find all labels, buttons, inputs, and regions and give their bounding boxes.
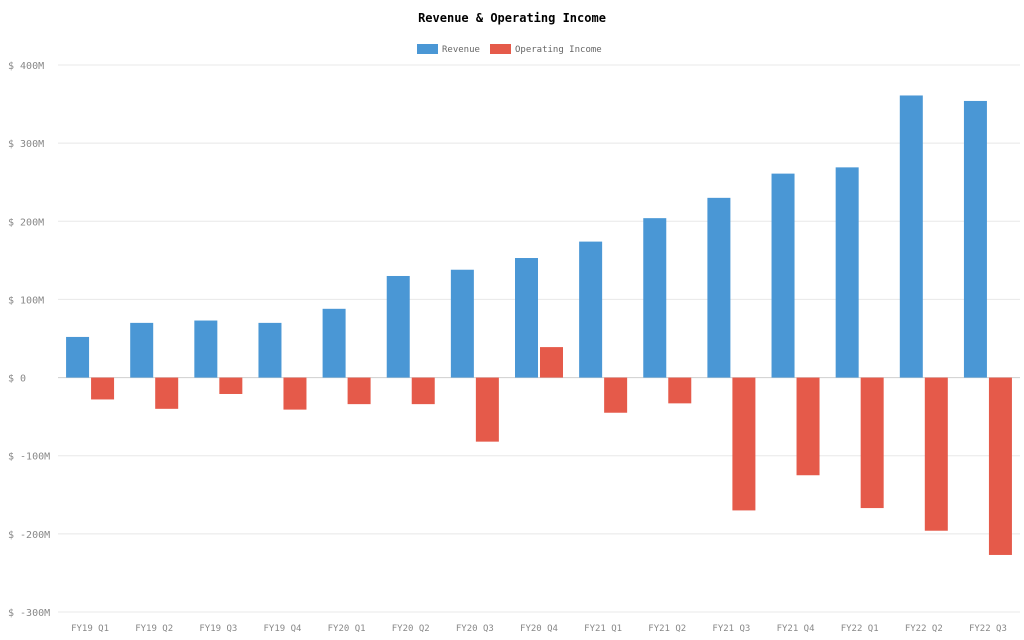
bar-revenue-fy22-q3 [963,100,987,378]
bar-revenue-fy19-q3 [194,320,218,378]
x-tick-label: FY19 Q2 [135,624,173,634]
legend-swatch-operating-income [490,44,511,54]
y-tick-label: $ -300M [8,608,50,619]
x-tick-label: FY21 Q1 [584,624,622,634]
y-tick-label: $ 400M [8,61,44,72]
y-tick-label: $ 0 [8,374,26,385]
bar-operating-income-fy22-q1 [860,377,884,509]
x-tick-label: FY22 Q1 [841,624,879,634]
bar-revenue-fy20-q3 [450,269,474,378]
bar-revenue-fy21-q4 [771,173,795,378]
x-tick-label: FY19 Q3 [199,624,237,634]
x-tick-label: FY21 Q4 [777,624,815,634]
chart-legend: Revenue Operating Income [417,44,602,55]
y-tick-label: $ 200M [8,217,44,228]
bar-revenue-fy19-q2 [130,322,154,378]
x-tick-label: FY19 Q4 [263,624,301,634]
bar-operating-income-fy22-q3 [988,377,1012,555]
x-tick-label: FY22 Q2 [905,624,943,634]
legend-label-revenue: Revenue [442,45,480,55]
x-tick-label: FY20 Q4 [520,624,558,634]
bar-operating-income-fy20-q4 [540,347,563,378]
bar-operating-income-fy21-q1 [604,377,628,413]
bar-operating-income-fy20-q3 [475,377,499,442]
x-tick-label: FY20 Q1 [328,624,366,634]
x-axis: FY19 Q1 FY19 Q2 FY19 Q3 FY19 Q4 FY20 Q1 FY20 … [71,624,1007,634]
chart-bars [66,95,1012,555]
x-tick-label: FY19 Q1 [71,624,109,634]
legend-label-operating-income: Operating Income [515,45,602,55]
y-tick-label: $ -200M [8,530,50,541]
bar-revenue-fy21-q1 [579,241,603,378]
bar-revenue-fy21-q3 [707,197,731,378]
bar-operating-income-fy22-q2 [924,377,948,531]
y-tick-label: $ -100M [8,452,50,463]
bar-operating-income-fy19-q4 [283,377,307,410]
bar-operating-income-fy21-q2 [668,377,692,404]
x-tick-label: FY20 Q3 [456,624,494,634]
x-tick-label: FY22 Q3 [969,624,1007,634]
y-tick-label: $ 300M [8,139,44,150]
bar-operating-income-fy21-q4 [796,377,820,476]
chart-title: Revenue & Operating Income [418,11,606,25]
x-tick-label: FY20 Q2 [392,624,430,634]
x-tick-label: FY21 Q3 [712,624,750,634]
bar-revenue-fy20-q2 [386,275,410,378]
bar-operating-income-fy19-q1 [91,377,115,400]
bar-operating-income-fy20-q2 [411,377,435,405]
bar-revenue-fy19-q4 [258,322,282,378]
y-axis: $ 400M $ 300M $ 200M $ 100M $ 0 $ -100M $ -200… [8,61,50,619]
bar-operating-income-fy19-q3 [219,377,243,394]
bar-operating-income-fy21-q3 [732,377,756,511]
bar-revenue-fy19-q1 [66,336,90,378]
bar-operating-income-fy20-q1 [347,377,371,405]
bar-revenue-fy20-q4 [515,258,538,378]
bar-revenue-fy20-q1 [322,308,346,378]
y-tick-label: $ 100M [8,295,44,306]
x-tick-label: FY21 Q2 [648,624,686,634]
chart-grid [58,64,1020,613]
legend-swatch-revenue [417,44,438,54]
bar-revenue-fy21-q2 [643,218,667,378]
bar-revenue-fy22-q2 [899,95,923,378]
bar-operating-income-fy19-q2 [155,377,179,409]
bar-revenue-fy22-q1 [835,167,859,378]
